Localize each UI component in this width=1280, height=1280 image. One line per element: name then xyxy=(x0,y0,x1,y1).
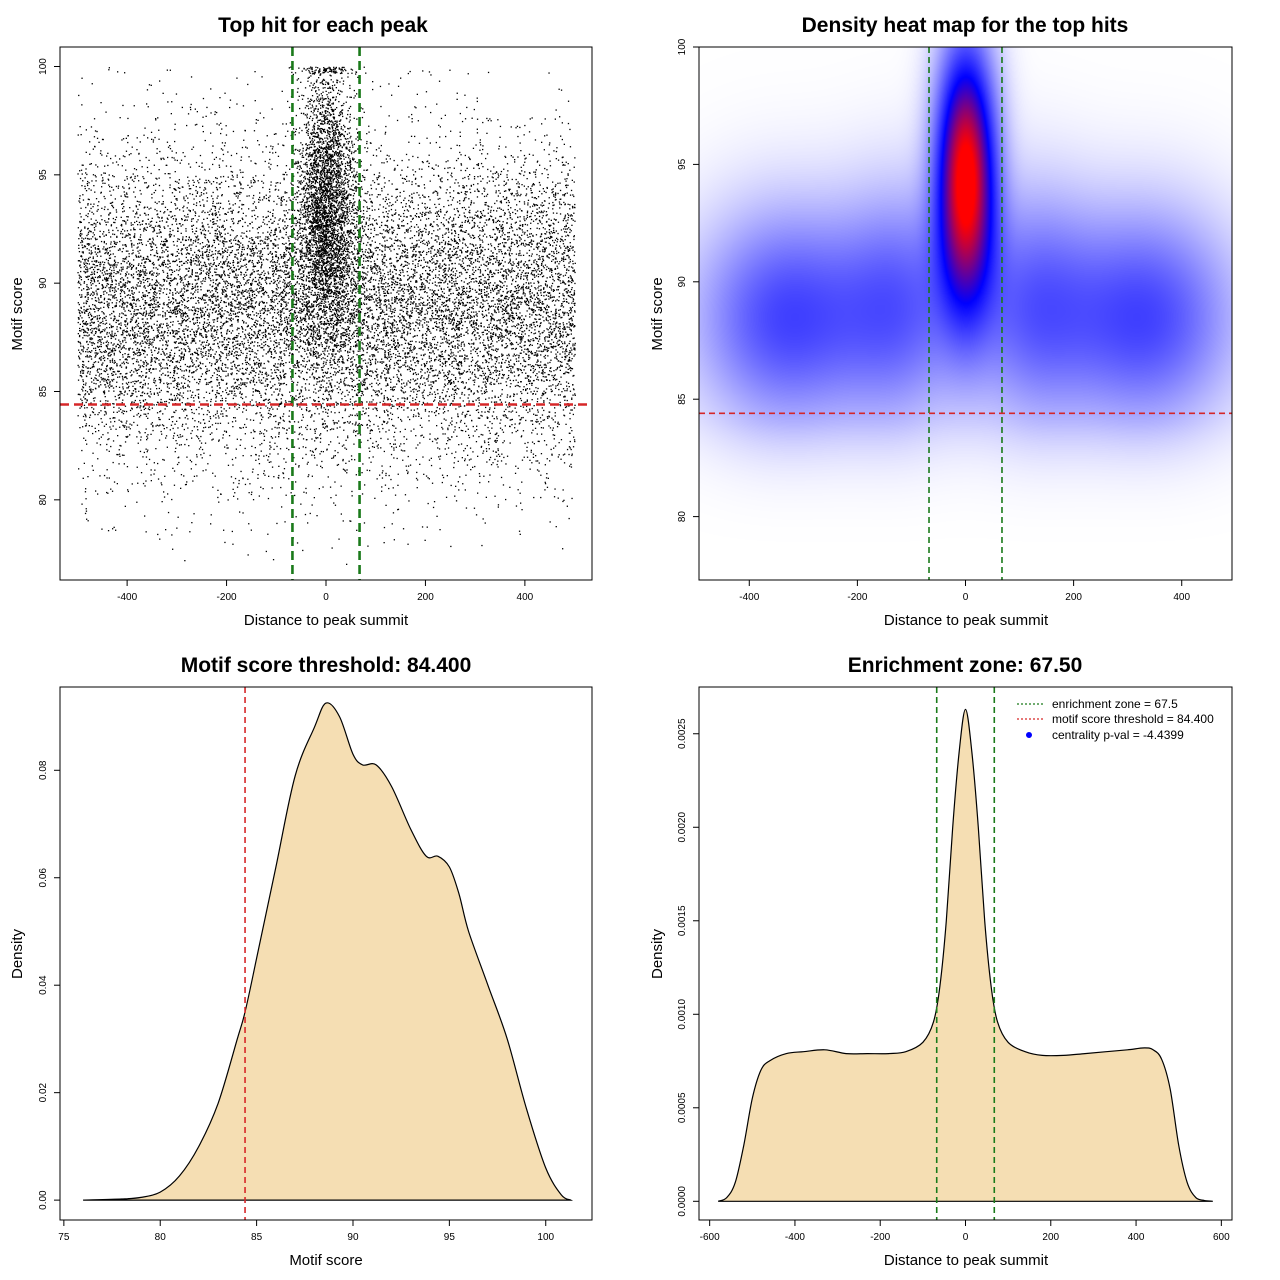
x-axis-label: Distance to peak summit xyxy=(244,612,409,629)
x-axis-label: Distance to peak summit xyxy=(884,1252,1049,1269)
y-tick-label: 0.02 xyxy=(38,1082,49,1102)
x-tick-label: 200 xyxy=(1042,1232,1059,1243)
x-tick-label: 0 xyxy=(963,592,969,603)
legend-label-threshold: motif score threshold = 84.400 xyxy=(1052,712,1214,726)
x-tick-label: 100 xyxy=(537,1232,554,1243)
y-tick-label: 0.0020 xyxy=(677,812,688,843)
x-axis: -600 -400 -200 0 200 400 600 xyxy=(700,1219,1230,1243)
y-tick-label: 0.0025 xyxy=(677,718,688,749)
y-tick-label: 0.04 xyxy=(38,975,49,995)
y-axis-label: Motif score xyxy=(9,277,26,350)
density-area xyxy=(717,708,1213,1202)
y-tick-label: 0.06 xyxy=(38,868,49,888)
y-axis: 80 85 90 95 100 xyxy=(677,38,700,523)
panel-heatmap: Density heat map for the top hits -400 -2… xyxy=(649,14,1233,629)
y-tick-label: 90 xyxy=(677,276,688,288)
y-tick-label: 0.0005 xyxy=(677,1092,688,1123)
y-tick-label: 85 xyxy=(677,393,688,405)
y-axis-label: Motif score xyxy=(649,277,666,350)
x-tick-label: -200 xyxy=(870,1232,890,1243)
y-axis: 0.0000 0.0005 0.0010 0.0015 0.0020 0.0025 xyxy=(677,718,700,1217)
x-tick-label: 90 xyxy=(347,1232,359,1243)
x-tick-label: 600 xyxy=(1213,1232,1230,1243)
legend: enrichment zone = 67.5 motif score thres… xyxy=(1017,697,1214,742)
x-axis-label: Distance to peak summit xyxy=(884,612,1049,629)
chart-title: Motif score threshold: 84.400 xyxy=(181,654,472,677)
y-axis-label: Density xyxy=(9,928,26,979)
y-tick-label: 0.0000 xyxy=(677,1186,688,1217)
y-tick-label: 0.0015 xyxy=(677,905,688,936)
x-tick-label: 200 xyxy=(1065,592,1082,603)
x-axis: -400 -200 0 200 400 xyxy=(117,579,534,603)
x-axis: 75 80 85 90 95 100 xyxy=(58,1219,555,1243)
x-tick-label: 95 xyxy=(444,1232,456,1243)
x-tick-label: -200 xyxy=(847,592,867,603)
y-tick-label: 95 xyxy=(677,158,688,170)
chart-title: Enrichment zone: 67.50 xyxy=(848,654,1083,677)
y-tick-label: 0.00 xyxy=(38,1190,49,1210)
x-axis: -400 -200 0 200 400 xyxy=(739,579,1191,603)
y-tick-label: 80 xyxy=(677,511,688,523)
x-tick-label: 400 xyxy=(1128,1232,1145,1243)
x-tick-label: -400 xyxy=(785,1232,805,1243)
y-tick-label: 0.0010 xyxy=(677,999,688,1030)
plot-area xyxy=(717,687,1213,1220)
legend-label-enrichment: enrichment zone = 67.5 xyxy=(1052,697,1178,711)
y-axis-label: Density xyxy=(649,928,666,979)
x-tick-label: 0 xyxy=(323,592,329,603)
x-tick-label: 80 xyxy=(155,1232,167,1243)
legend-marker-centrality xyxy=(1026,732,1032,738)
x-tick-label: -400 xyxy=(739,592,759,603)
panel-scatter: Top hit for each peak -400 -200 0 200 400 80… xyxy=(9,14,593,629)
plot-area xyxy=(699,47,1232,580)
density-area xyxy=(83,702,574,1201)
heatmap-image xyxy=(699,47,1232,580)
y-tick-label: 80 xyxy=(38,494,49,506)
scatter-points xyxy=(77,66,576,565)
panel-score-density: Motif score threshold: 84.400 75 80 85 90 95… xyxy=(9,654,593,1269)
x-tick-label: -200 xyxy=(217,592,237,603)
y-tick-label: 100 xyxy=(677,38,688,55)
x-tick-label: 200 xyxy=(417,592,434,603)
x-tick-label: 85 xyxy=(251,1232,263,1243)
y-tick-label: 95 xyxy=(38,169,49,181)
plot-area xyxy=(83,687,574,1220)
x-axis-label: Motif score xyxy=(289,1252,362,1269)
y-tick-label: 0.08 xyxy=(38,760,49,780)
legend-label-centrality: centrality p-val = -4.4399 xyxy=(1052,728,1184,742)
y-tick-label: 100 xyxy=(38,58,49,75)
x-tick-label: -600 xyxy=(700,1232,720,1243)
panel-distance-density: Enrichment zone: 67.50 -600 -400 -200 0 200 4… xyxy=(649,654,1233,1269)
x-tick-label: -400 xyxy=(117,592,137,603)
x-tick-label: 400 xyxy=(517,592,534,603)
y-axis: 0.00 0.02 0.04 0.06 0.08 xyxy=(38,760,61,1210)
chart-title: Density heat map for the top hits xyxy=(802,14,1129,37)
chart-title: Top hit for each peak xyxy=(218,14,428,37)
y-tick-label: 90 xyxy=(38,277,49,289)
plot-area xyxy=(60,47,592,580)
x-tick-label: 75 xyxy=(58,1232,70,1243)
x-tick-label: 400 xyxy=(1173,592,1190,603)
y-tick-label: 85 xyxy=(38,386,49,398)
x-tick-label: 0 xyxy=(963,1232,969,1243)
y-axis: 80 85 90 95 100 xyxy=(38,58,61,506)
